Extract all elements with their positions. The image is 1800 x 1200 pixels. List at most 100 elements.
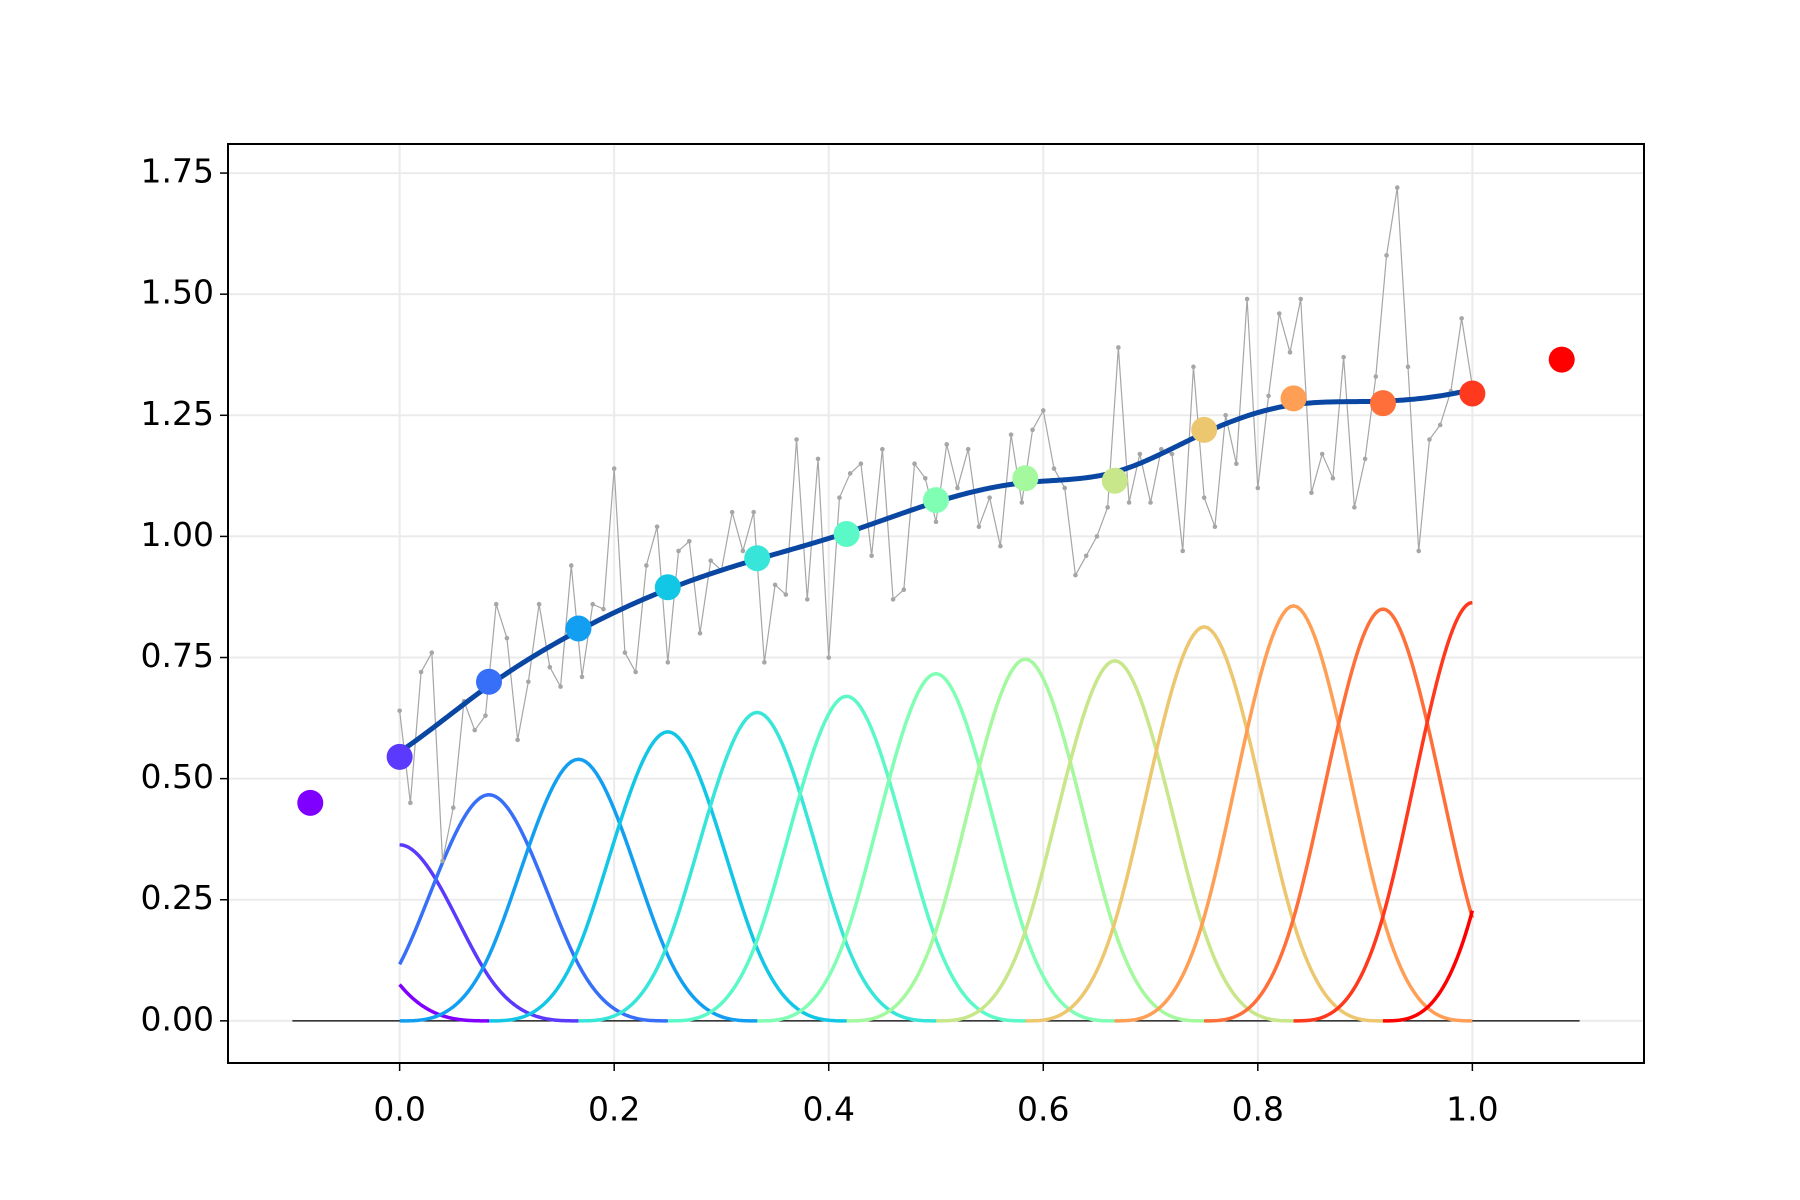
sample-point: [1427, 437, 1432, 442]
sample-point: [1341, 354, 1346, 360]
y-tick-label: 0.25: [141, 878, 214, 917]
control-point: [1370, 390, 1397, 417]
sample-point: [579, 674, 585, 680]
sample-point: [922, 475, 928, 481]
sample-point: [783, 592, 789, 597]
sample-point: [869, 553, 874, 559]
sample-point: [1362, 456, 1368, 462]
sample-point: [1330, 475, 1336, 481]
sample-point: [493, 601, 499, 607]
control-point: [833, 520, 860, 547]
sample-point: [901, 587, 907, 592]
sample-point: [483, 713, 488, 718]
sample-point: [965, 446, 971, 452]
sample-point: [1223, 412, 1228, 418]
sample-point: [1244, 296, 1250, 302]
basis-curve: [489, 730, 847, 1023]
plot-frame: [227, 143, 1645, 1064]
sample-point: [1266, 393, 1271, 399]
sample-point: [1073, 572, 1078, 578]
basis-curve: [936, 658, 1294, 1023]
sample-point: [622, 650, 628, 655]
sample-point: [440, 858, 445, 864]
sample-point: [1094, 534, 1100, 539]
sample-point: [686, 538, 692, 544]
sample-point: [1008, 432, 1014, 437]
y-tick-label: 1.75: [141, 152, 214, 191]
x-tick-label: 1.0: [1446, 1090, 1498, 1129]
sample-point: [815, 456, 821, 462]
sample-point: [847, 471, 853, 476]
sample-point: [472, 727, 478, 733]
control-point: [1012, 465, 1039, 492]
sample-point: [1416, 548, 1422, 554]
control-point: [1280, 385, 1307, 412]
spline: [397, 386, 1475, 755]
sample-point: [676, 548, 681, 554]
basis-curve: [399, 843, 579, 1023]
sample-point: [1319, 451, 1325, 457]
sample-point: [697, 630, 703, 636]
sample-point: [633, 669, 638, 675]
sample-point: [794, 437, 799, 442]
y-tick-label: 1.00: [141, 515, 214, 554]
basis-curve: [398, 983, 489, 1023]
sample-point: [526, 679, 531, 685]
sample-point: [611, 466, 617, 471]
sample-point: [1126, 500, 1132, 505]
sample-point: [1116, 345, 1121, 350]
sample-point: [751, 509, 756, 515]
basis-curve: [846, 657, 1205, 1023]
sample-point: [1083, 553, 1089, 559]
basis-curve: [1383, 910, 1475, 1023]
sample-point: [804, 597, 810, 602]
sample-point: [1437, 422, 1443, 428]
sample-point: [1255, 485, 1261, 491]
x-tick-label: 0.2: [588, 1090, 640, 1129]
basis-curve: [757, 671, 1115, 1023]
sample-point: [515, 737, 520, 743]
control-point: [1191, 416, 1218, 443]
control-point: [1548, 346, 1575, 373]
basis-curve: [399, 757, 758, 1023]
basis-curve: [1114, 604, 1473, 1023]
sample-point: [590, 601, 596, 607]
sample-point: [1212, 524, 1218, 530]
sample-point: [912, 461, 917, 467]
sample-point: [601, 606, 606, 612]
y-tick-label: 1.50: [141, 273, 214, 312]
sample-point: [987, 495, 992, 500]
sample-point: [408, 800, 413, 806]
x-tick-label: 0.4: [802, 1090, 854, 1129]
control-point: [475, 668, 502, 695]
y-tick-label: 0.00: [141, 999, 214, 1038]
sample-point: [1459, 316, 1464, 321]
sample-point: [1276, 311, 1282, 316]
control-point: [1101, 467, 1128, 494]
sample-point: [1169, 451, 1175, 457]
sample-point: [1105, 505, 1110, 510]
basis-curve: [578, 710, 936, 1023]
sample-point: [858, 461, 864, 467]
control-point: [297, 789, 324, 816]
control-point: [744, 545, 771, 572]
sample-point: [1019, 500, 1025, 505]
y-tick-label: 0.50: [141, 757, 214, 796]
sample-point: [1298, 296, 1304, 302]
sample-point: [826, 655, 832, 660]
sample-point: [536, 601, 542, 607]
sample-point: [1352, 505, 1357, 510]
y-tick-label: 1.25: [141, 394, 214, 433]
y-tick-label: 0.75: [141, 636, 214, 675]
sample-point: [1180, 548, 1186, 554]
sample-point: [1051, 466, 1057, 471]
sample-point: [644, 563, 649, 568]
sample-point: [504, 635, 510, 641]
basis-curve: [398, 793, 668, 1023]
sample-point: [654, 524, 660, 530]
sample-point: [1309, 490, 1314, 496]
control-point: [1459, 380, 1486, 407]
sample-point: [1040, 408, 1046, 413]
sample-point: [933, 519, 939, 525]
sample-point: [397, 708, 402, 714]
